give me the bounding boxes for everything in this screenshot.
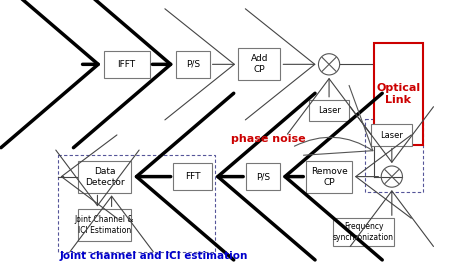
Text: P/S: P/S: [256, 172, 270, 181]
Bar: [176, 51, 210, 78]
Text: Add
CP: Add CP: [251, 54, 268, 74]
Text: FFT: FFT: [185, 172, 201, 181]
Text: IFFT: IFFT: [118, 60, 136, 69]
Bar: [309, 100, 350, 121]
Bar: [374, 43, 423, 145]
Bar: [78, 209, 131, 241]
Bar: [58, 154, 215, 252]
Text: Laser: Laser: [318, 106, 340, 115]
Text: Joint Channel &
ICI Estimation: Joint Channel & ICI Estimation: [75, 215, 134, 235]
Bar: [173, 163, 212, 190]
Text: P/S: P/S: [186, 60, 200, 69]
Text: Optical
Link: Optical Link: [376, 83, 420, 105]
Bar: [246, 163, 280, 190]
Text: Frequency
synchronization: Frequency synchronization: [333, 222, 394, 242]
Bar: [238, 48, 281, 80]
Bar: [306, 161, 352, 192]
Text: Laser: Laser: [380, 131, 403, 140]
Text: Data
Detector: Data Detector: [85, 166, 124, 187]
Bar: [371, 125, 412, 146]
Bar: [104, 51, 150, 78]
Text: phase noise: phase noise: [231, 134, 306, 144]
Bar: [365, 119, 423, 192]
Bar: [78, 161, 131, 192]
Text: Remove
CP: Remove CP: [311, 166, 347, 187]
Text: Joint channel and ICI estimation: Joint channel and ICI estimation: [59, 251, 248, 261]
Bar: [333, 218, 395, 246]
